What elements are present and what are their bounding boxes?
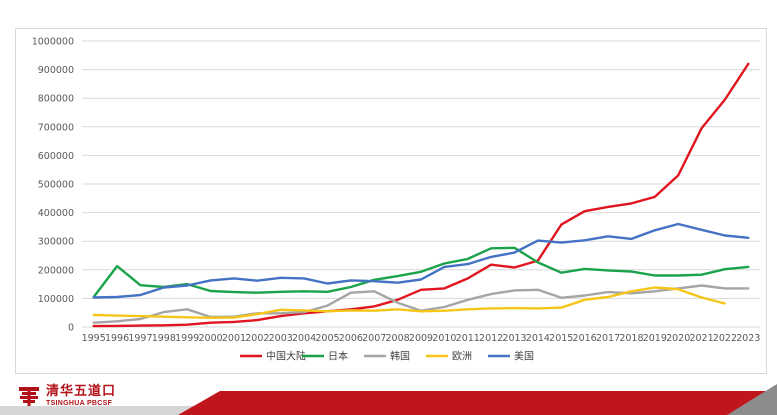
x-tick-label: 2022	[713, 333, 737, 344]
tsinghua-logo-icon	[19, 387, 39, 406]
x-tick-label: 1995	[82, 333, 106, 344]
x-tick-label: 2006	[339, 333, 363, 344]
y-tick-label: 100000	[38, 294, 74, 305]
legend-label: 韩国	[390, 350, 410, 363]
logo-chinese-text: 清华五道口	[46, 384, 117, 399]
y-tick-label: 200000	[38, 265, 74, 276]
y-tick-label: 1000000	[32, 37, 74, 48]
x-tick-label: 2009	[409, 333, 433, 344]
legend-label: 欧洲	[452, 351, 472, 363]
legend-label: 美国	[514, 350, 534, 363]
y-tick-label: 600000	[38, 151, 74, 162]
series-line-0	[92, 62, 750, 328]
grid	[82, 40, 760, 328]
x-tick-label: 2018	[619, 333, 643, 344]
legend-label: 日本	[328, 350, 348, 363]
y-tick-label: 800000	[38, 94, 74, 105]
y-tick-label: 700000	[38, 122, 74, 133]
series-lines	[92, 62, 750, 328]
x-tick-label: 2004	[292, 333, 316, 344]
y-tick-label: 500000	[38, 180, 74, 191]
y-tick-label: 900000	[38, 65, 74, 76]
x-tick-label: 2010	[432, 333, 456, 344]
line-chart: 0 100000 200000 300000 400000 500000 600000 700…	[32, 37, 761, 363]
logo: 清华五道口 TSINGHUA PBCSF	[17, 382, 116, 410]
y-axis-ticks: 0 100000 200000 300000 400000 500000 600000 700…	[32, 37, 74, 334]
x-tick-label: 2014	[526, 333, 550, 344]
x-tick-label: 2020	[666, 333, 690, 344]
chart-frame: 0 100000 200000 300000 400000 500000 600000 700…	[15, 28, 767, 374]
x-tick-label: 2017	[596, 333, 620, 344]
footer-red-band	[178, 391, 777, 415]
x-tick-label: 2003	[269, 333, 293, 344]
x-tick-label: 2007	[362, 333, 386, 344]
series-line-4	[92, 222, 750, 299]
series-line-1	[92, 246, 750, 299]
logo-english-text: TSINGHUA PBCSF	[46, 400, 113, 407]
x-tick-label: 2019	[643, 333, 667, 344]
x-tick-label: 2016	[573, 333, 597, 344]
legend: 中国大陆 日本 韩国 欧洲 美国	[240, 350, 534, 363]
x-tick-label: 1997	[128, 333, 152, 344]
legend-label: 中国大陆	[266, 350, 306, 363]
x-axis-ticks: 1995 1996 1997 1998 1999 2000 2001 2002 2003 2004…	[82, 333, 761, 344]
footer-bar: 清华五道口 TSINGHUA PBCSF	[0, 378, 777, 415]
x-tick-label: 2002	[245, 333, 269, 344]
x-tick-label: 2013	[502, 333, 526, 344]
y-tick-label: 400000	[38, 208, 74, 219]
x-tick-label: 2011	[456, 333, 480, 344]
y-tick-label: 0	[68, 323, 74, 334]
x-tick-label: 1998	[152, 333, 176, 344]
series-line-3	[92, 286, 727, 319]
x-tick-label: 1999	[175, 333, 199, 344]
y-tick-label: 300000	[38, 237, 74, 248]
x-tick-label: 1996	[105, 333, 129, 344]
x-tick-label: 2005	[315, 333, 339, 344]
x-tick-label: 2008	[386, 333, 410, 344]
x-tick-label: 2023	[736, 333, 760, 344]
x-tick-label: 2012	[479, 333, 503, 344]
x-tick-label: 2015	[549, 333, 573, 344]
x-tick-label: 2021	[689, 333, 713, 344]
x-tick-label: 2001	[222, 333, 246, 344]
x-tick-label: 2000	[198, 333, 222, 344]
